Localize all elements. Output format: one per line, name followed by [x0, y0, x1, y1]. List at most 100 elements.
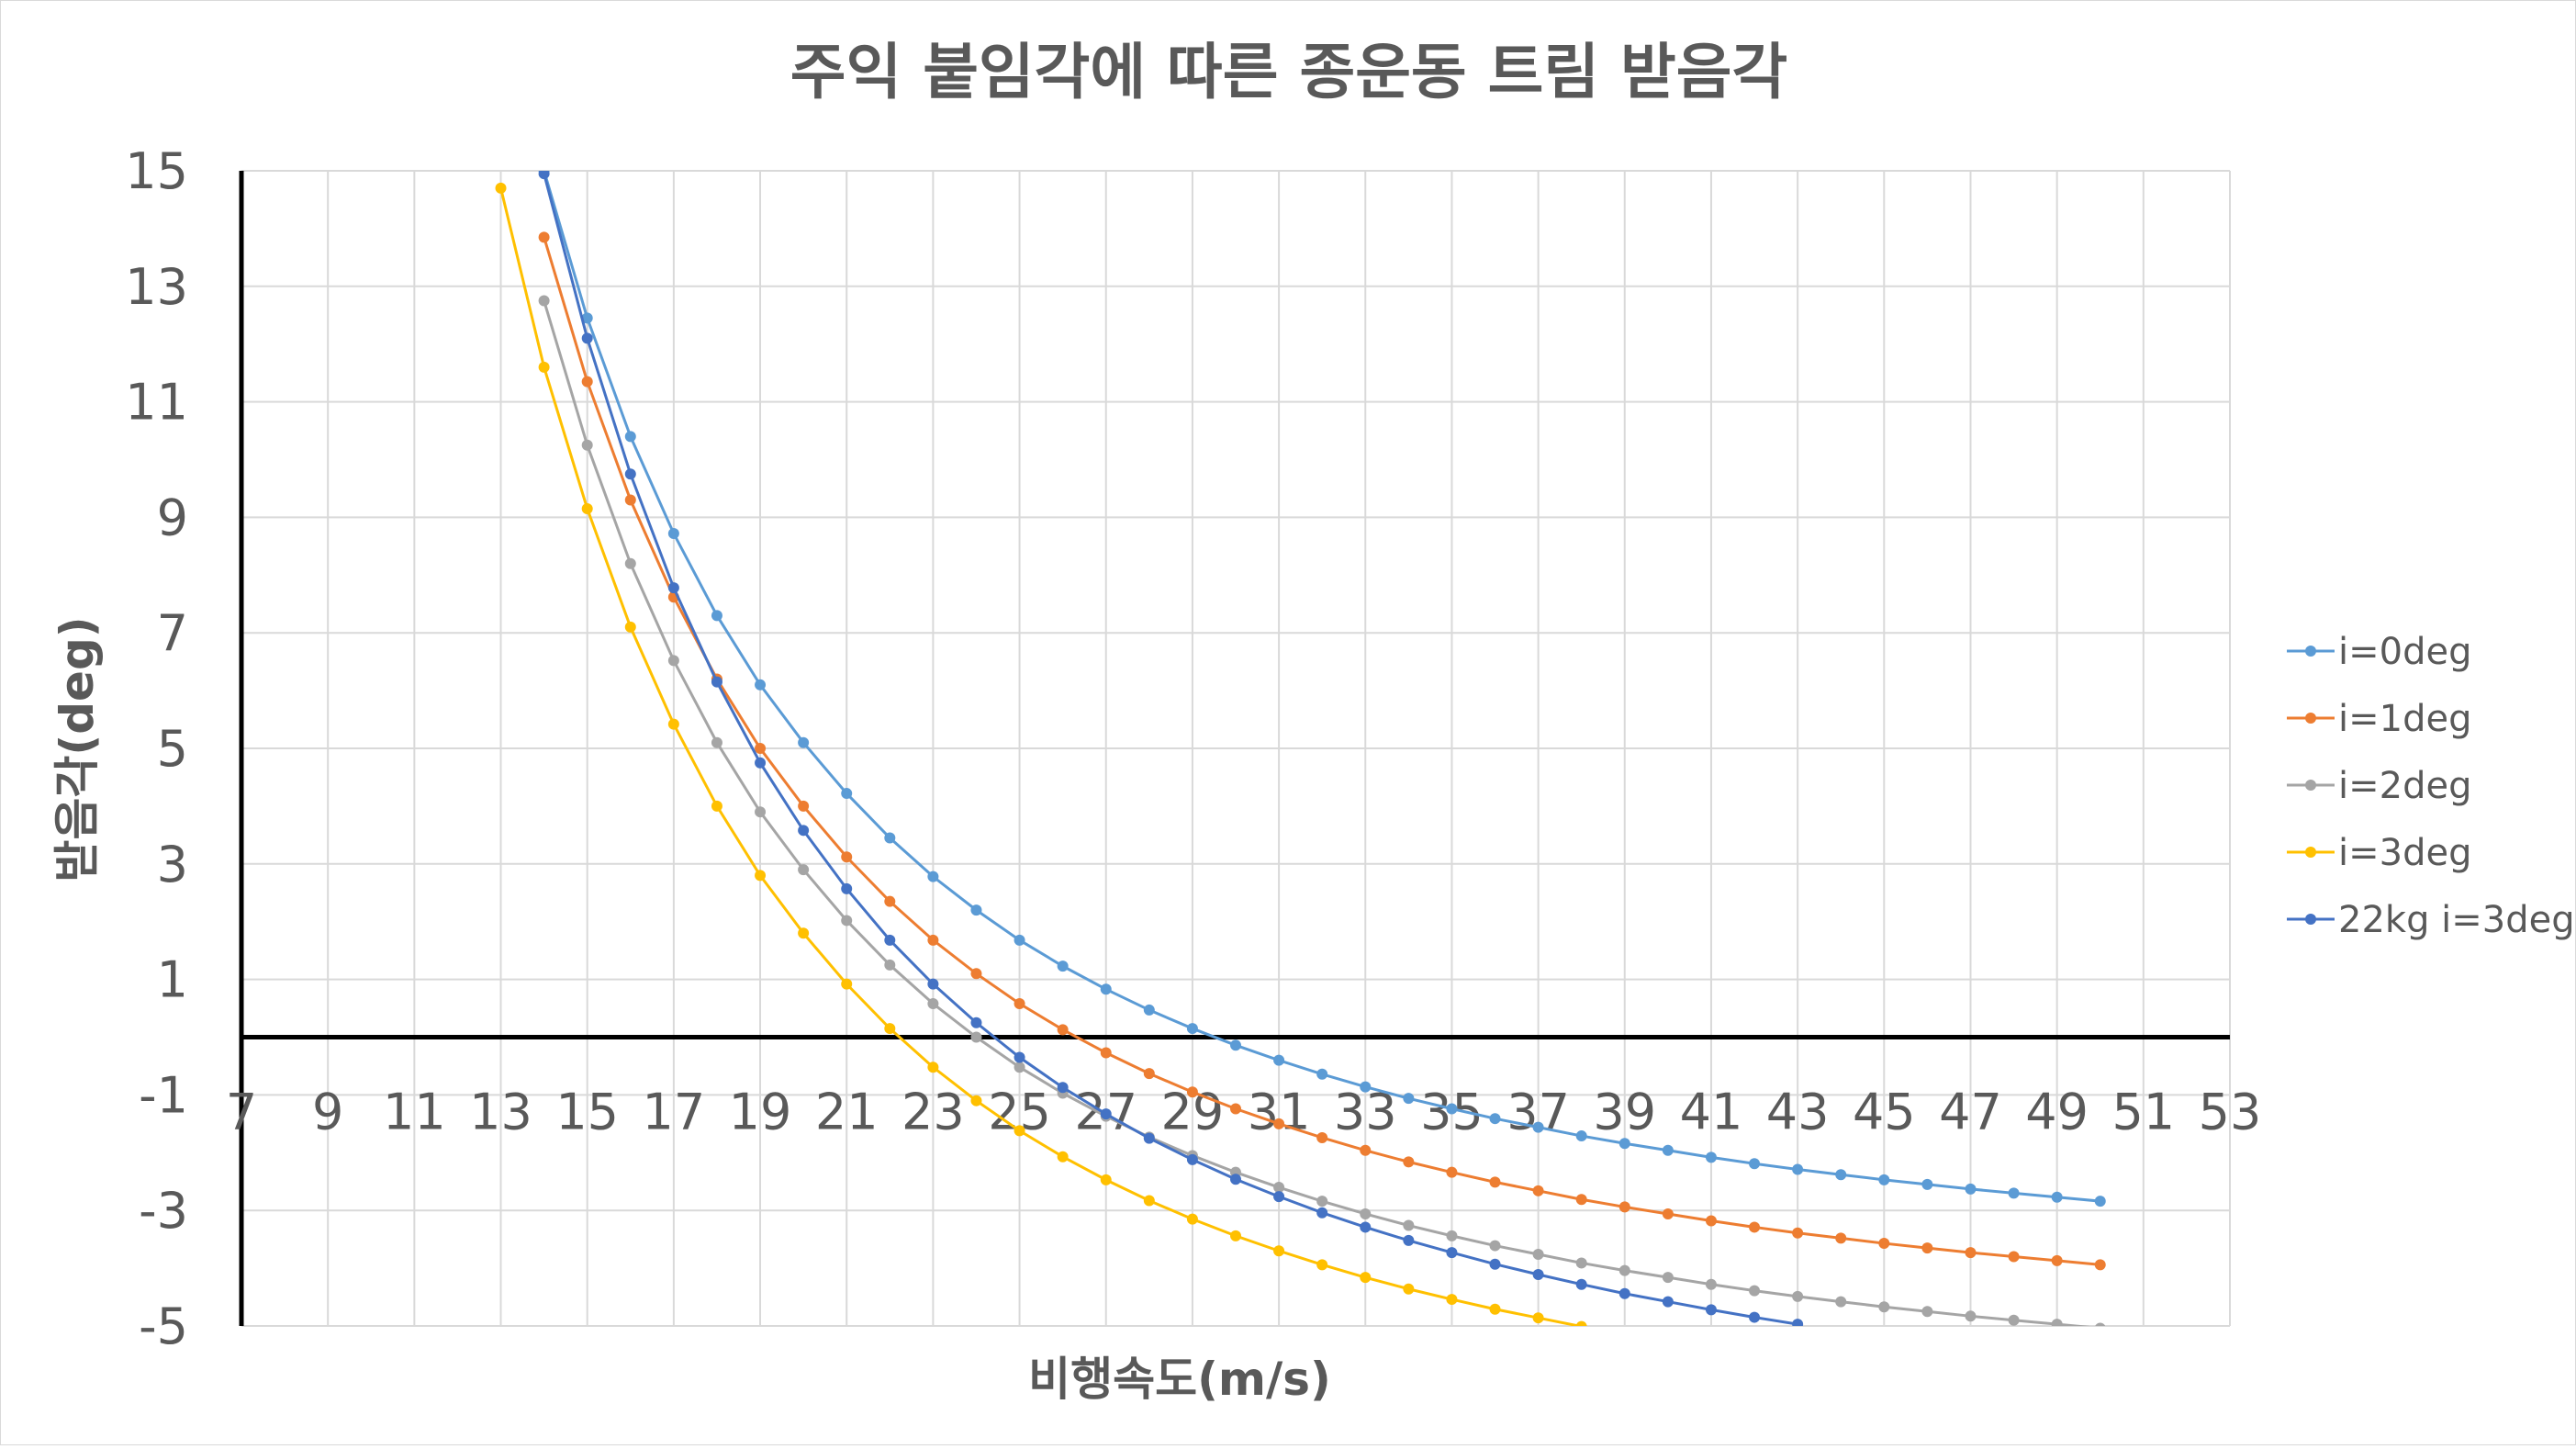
data-point	[1143, 1004, 1155, 1016]
data-point	[1403, 1283, 1415, 1295]
y-tick-label: 11	[125, 374, 188, 432]
data-point	[1532, 1185, 1544, 1196]
data-point	[1835, 1296, 1847, 1308]
data-point	[1532, 1249, 1544, 1261]
series-line	[499, 187, 1582, 1326]
data-point	[1618, 1287, 1630, 1299]
data-point	[1965, 1183, 1977, 1195]
data-point	[1273, 1182, 1285, 1194]
data-point	[1878, 1301, 1890, 1313]
legend-item: 22kg i=3deg	[2287, 899, 2575, 941]
x-tick-label: 39	[1593, 1084, 1656, 1141]
legend-label: i=1deg	[2338, 698, 2471, 740]
tick-labels: 7911131517192123252729313335373941434547…	[125, 142, 2261, 1355]
x-tick-label: 19	[729, 1084, 792, 1141]
data-point	[1749, 1158, 1761, 1170]
x-tick-label: 45	[1853, 1084, 1916, 1141]
legend-marker	[2305, 646, 2316, 657]
data-point	[1792, 1319, 1804, 1326]
data-point	[2008, 1314, 2020, 1326]
x-tick-label: 13	[469, 1084, 532, 1141]
data-series	[495, 171, 2106, 1326]
data-point	[1662, 1144, 1674, 1156]
data-point	[2008, 1251, 2020, 1263]
data-point	[1316, 1131, 1328, 1143]
data-point	[711, 736, 722, 748]
data-point	[1446, 1103, 1458, 1115]
gridlines	[241, 170, 2231, 1327]
data-point	[1705, 1278, 1717, 1290]
data-point	[1792, 1290, 1804, 1302]
data-point	[1489, 1113, 1501, 1125]
data-point	[2051, 1319, 2063, 1326]
data-point	[884, 959, 896, 971]
data-point	[1575, 1257, 1587, 1269]
data-point	[1489, 1303, 1501, 1315]
y-tick-label: 15	[125, 142, 188, 200]
data-point	[1446, 1166, 1458, 1178]
x-tick-label: 47	[1939, 1084, 2002, 1141]
y-tick-label: 9	[157, 489, 188, 546]
data-point	[1230, 1039, 1241, 1051]
data-point	[927, 871, 939, 882]
data-point	[711, 676, 722, 688]
series-group	[538, 171, 1804, 1326]
data-point	[1532, 1269, 1544, 1281]
data-point	[667, 528, 679, 540]
legend-label: i=3deg	[2338, 832, 2471, 874]
data-point	[1878, 1174, 1890, 1185]
data-point	[1143, 1068, 1155, 1080]
axes	[239, 171, 2230, 1326]
legend-item: i=0deg	[2287, 631, 2471, 673]
data-point	[538, 231, 550, 243]
data-point	[2051, 1254, 2063, 1266]
data-point	[884, 895, 896, 907]
data-point	[970, 968, 982, 980]
data-point	[1921, 1178, 1933, 1190]
data-point	[841, 882, 853, 894]
data-point	[798, 825, 810, 837]
data-point	[538, 171, 550, 180]
data-point	[1705, 1215, 1717, 1227]
data-point	[841, 788, 853, 800]
y-tick-label: 7	[157, 604, 188, 662]
data-point	[970, 1095, 982, 1106]
data-point	[2094, 1259, 2106, 1271]
data-point	[798, 736, 810, 748]
data-point	[1749, 1285, 1761, 1297]
series-line	[543, 173, 1798, 1326]
series-group	[495, 182, 1587, 1326]
y-tick-label: 3	[157, 836, 188, 893]
series-group	[538, 171, 2106, 1208]
data-point	[1316, 1207, 1328, 1219]
data-point	[1618, 1138, 1630, 1150]
data-point	[1575, 1320, 1587, 1326]
data-point	[1273, 1191, 1285, 1203]
data-point	[2095, 1322, 2106, 1326]
data-point	[667, 582, 679, 594]
legend-marker	[2305, 847, 2316, 858]
data-point	[1965, 1247, 1977, 1259]
data-point	[1749, 1221, 1761, 1233]
data-point	[581, 439, 593, 451]
data-point	[1230, 1230, 1241, 1241]
y-tick-label: 1	[157, 951, 188, 1009]
data-point	[538, 295, 550, 307]
data-point	[624, 621, 636, 633]
data-point	[1618, 1264, 1630, 1276]
data-point	[1360, 1221, 1372, 1233]
data-point	[1014, 1061, 1025, 1073]
data-point	[1360, 1144, 1372, 1156]
data-point	[1014, 934, 1025, 946]
data-point	[624, 468, 636, 480]
data-point	[1186, 1023, 1198, 1035]
data-point	[2008, 1187, 2020, 1199]
data-point	[1403, 1219, 1415, 1231]
y-tick-label: -3	[139, 1182, 188, 1240]
data-point	[884, 1023, 896, 1035]
data-point	[1446, 1247, 1458, 1259]
x-tick-label: 17	[643, 1084, 706, 1141]
data-point	[711, 610, 722, 622]
data-point	[1835, 1169, 1847, 1181]
